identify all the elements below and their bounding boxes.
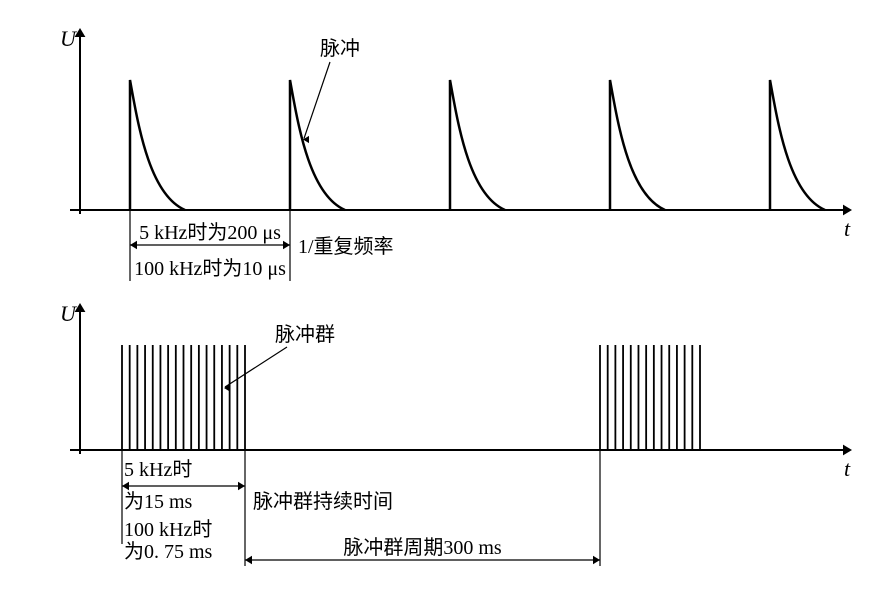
top-dim-5khz: 5 kHz时为200 μs xyxy=(139,221,281,244)
bottom-y-axis-label: U xyxy=(60,301,78,326)
diagram-canvas: Ut 脉冲 5 kHz时为200 μs 1/重复频率 100 kHz时为10 μs Ut 脉… xyxy=(20,20,874,575)
bottom-period-label: 脉冲群周期300 ms xyxy=(343,536,502,559)
top-y-axis-label: U xyxy=(60,26,78,51)
pulse-label: 脉冲 xyxy=(320,37,360,60)
pulse xyxy=(130,80,185,210)
pulse xyxy=(770,80,825,210)
bottom-x-axis-label: t xyxy=(844,456,851,481)
pulse xyxy=(450,80,505,210)
top-dim-rate-label: 1/重复频率 xyxy=(298,235,394,258)
top-dim-100khz: 100 kHz时为10 μs xyxy=(134,257,286,280)
bottom-dim-5khz-l1: 5 kHz时 xyxy=(124,458,192,481)
bottom-dim-5khz-l2: 为15 ms xyxy=(124,490,193,513)
top-x-axis-label: t xyxy=(844,216,851,241)
bottom-dim-100khz-l1: 100 kHz时 xyxy=(124,518,212,541)
pulse xyxy=(610,80,665,210)
bottom-burst-duration-label: 脉冲群持续时间 xyxy=(253,490,393,513)
burst-label: 脉冲群 xyxy=(275,323,335,346)
bottom-dim-100khz-l2: 为0. 75 ms xyxy=(124,540,213,563)
